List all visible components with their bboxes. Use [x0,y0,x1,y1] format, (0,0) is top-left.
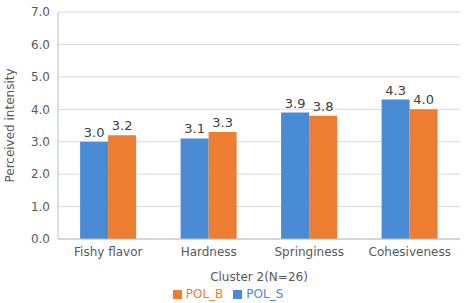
svg-text:3.0: 3.0 [31,135,50,149]
svg-text:Cohesiveness: Cohesiveness [369,245,451,259]
svg-text:6.0: 6.0 [31,38,50,52]
svg-text:7.0: 7.0 [31,5,50,19]
svg-text:3.9: 3.9 [285,96,306,111]
svg-text:2.0: 2.0 [31,167,50,181]
svg-text:Springiness: Springiness [274,245,344,259]
svg-text:4.0: 4.0 [31,103,50,117]
svg-text:4.3: 4.3 [385,83,406,98]
svg-text:3.1: 3.1 [184,121,205,136]
svg-text:5.0: 5.0 [31,70,50,84]
svg-text:1.0: 1.0 [31,200,50,214]
svg-text:0.0: 0.0 [31,232,50,246]
svg-text:Cluster 2(N=26): Cluster 2(N=26) [210,270,308,284]
svg-text:3.3: 3.3 [212,115,233,130]
svg-text:3.8: 3.8 [313,99,334,114]
svg-text:Hardness: Hardness [181,245,237,259]
svg-text:Fishy flavor: Fishy flavor [74,245,142,259]
html-text:POL_S: POL_S [246,287,284,301]
svg-text:3.0: 3.0 [84,125,105,140]
svg-text:4.0: 4.0 [413,92,434,107]
svg-text:Perceived intensity: Perceived intensity [8,68,17,182]
svg-text:3.2: 3.2 [112,118,133,133]
html-text:POL_B: POL_B [185,287,224,301]
